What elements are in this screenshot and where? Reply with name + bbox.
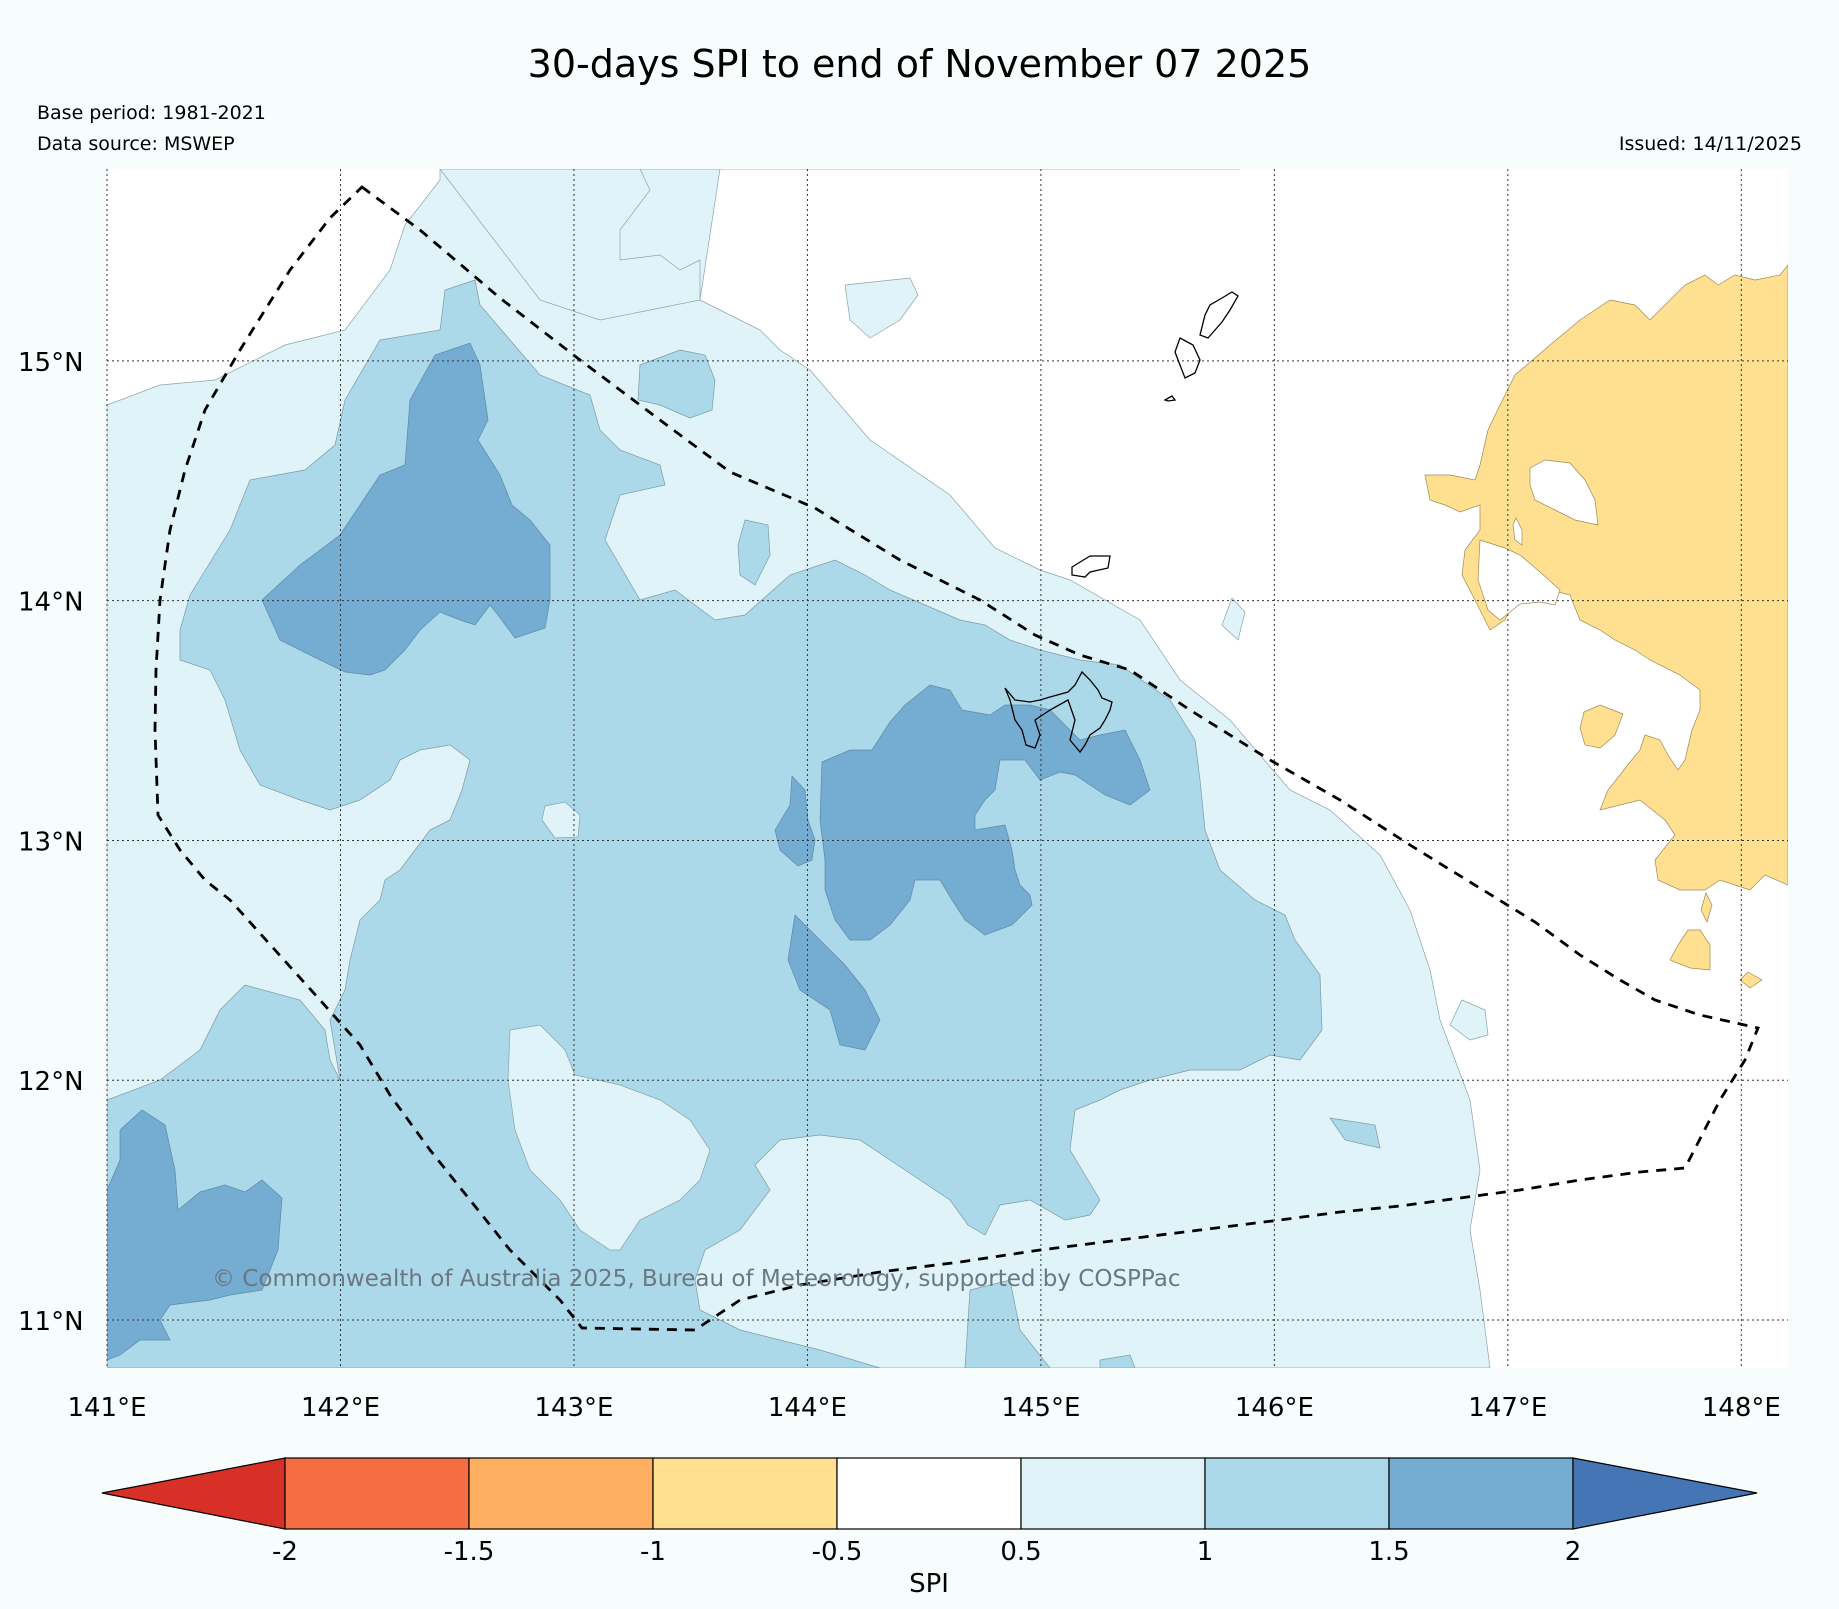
slightly-wet-patch bbox=[1221, 597, 1246, 641]
latitude-label: 15°N bbox=[18, 348, 84, 378]
colorbar-tick-label: -0.5 bbox=[812, 1537, 863, 1567]
latitude-label: 14°N bbox=[18, 588, 84, 618]
latitude-label: 12°N bbox=[18, 1067, 84, 1097]
colorbar-ticks: -2 -1.5 -1 -0.5 0.5 1 1.5 2 bbox=[272, 1537, 1581, 1567]
colorbar-tick-label: -2 bbox=[272, 1537, 298, 1567]
slightly-wet-patch bbox=[844, 277, 919, 339]
graticule bbox=[106, 169, 1788, 1368]
slightly-dry-patch bbox=[1579, 704, 1624, 749]
colorbar-tick-label: -1.5 bbox=[444, 1537, 495, 1567]
slightly-dry-patch bbox=[1700, 892, 1713, 923]
slightly-dry-patch bbox=[1669, 929, 1711, 971]
issued-date: Issued: 14/11/2025 bbox=[1618, 133, 1802, 155]
colorbar-tick-label: -1 bbox=[640, 1537, 666, 1567]
colorbar-tick-label: 0.5 bbox=[1000, 1537, 1041, 1567]
longitude-label: 144°E bbox=[768, 1393, 847, 1423]
map-title: 30-days SPI to end of November 07 2025 bbox=[527, 42, 1312, 86]
tinian-island bbox=[1174, 337, 1201, 379]
longitude-label: 143°E bbox=[534, 1393, 613, 1423]
latitude-label: 13°N bbox=[18, 827, 84, 857]
colorbar-moderately-dry bbox=[468, 1457, 654, 1530]
latitude-labels: 15°N 14°N 13°N 12°N 11°N bbox=[18, 348, 84, 1337]
very-wet-patch bbox=[774, 775, 816, 867]
slightly-dry-patch bbox=[1739, 971, 1763, 989]
data-source-note: Data source: MSWEP bbox=[37, 133, 235, 155]
colorbar-moderately-wet bbox=[1204, 1457, 1390, 1530]
moderately-wet-patch bbox=[1329, 1117, 1381, 1149]
longitude-label: 141°E bbox=[67, 1393, 146, 1423]
very-wet-area bbox=[107, 1109, 283, 1361]
colorbar-slightly-wet bbox=[1020, 1457, 1206, 1530]
colorbar-tick-label: 2 bbox=[1565, 1537, 1582, 1567]
slightly-dry-area bbox=[1424, 264, 1788, 891]
slightly-wet-hole bbox=[541, 801, 581, 839]
very-wet-patch bbox=[787, 914, 881, 1051]
saipan-island bbox=[1199, 291, 1239, 339]
colorbar-very-dry bbox=[284, 1457, 470, 1530]
moderately-wet-patch bbox=[737, 519, 771, 586]
guam-island bbox=[1004, 670, 1113, 754]
longitude-label: 148°E bbox=[1702, 1393, 1781, 1423]
moderately-wet-patch bbox=[964, 1279, 1051, 1368]
spi-colorbar: -2 -1.5 -1 -0.5 0.5 1 1.5 2 SPI bbox=[101, 1457, 1758, 1599]
moderately-wet-patch bbox=[637, 349, 716, 419]
longitude-label: 145°E bbox=[1001, 1393, 1080, 1423]
rota-island bbox=[1071, 555, 1111, 578]
very-wet-area bbox=[819, 684, 1151, 941]
slightly-wet-north bbox=[439, 169, 701, 321]
longitude-label: 147°E bbox=[1468, 1393, 1547, 1423]
colorbar-extreme-dry-arrow bbox=[101, 1457, 286, 1530]
longitude-label: 142°E bbox=[301, 1393, 380, 1423]
moderately-wet-patch bbox=[1099, 1354, 1136, 1368]
eez-boundary bbox=[153, 185, 1760, 1332]
latitude-label: 11°N bbox=[18, 1307, 84, 1337]
slightly-wet-hole bbox=[507, 1024, 711, 1251]
normal-hole bbox=[1477, 539, 1561, 621]
colorbar-tick-label: 1.5 bbox=[1368, 1537, 1409, 1567]
longitude-labels: 141°E 142°E 143°E 144°E 145°E 146°E 147°E 148°E bbox=[67, 1393, 1780, 1423]
normal-hole bbox=[1512, 517, 1523, 546]
spi-contours bbox=[107, 169, 1788, 1368]
colorbar-near-normal bbox=[836, 1457, 1022, 1530]
colorbar-label: SPI bbox=[909, 1569, 949, 1599]
colorbar-extreme-wet-arrow bbox=[1572, 1457, 1758, 1530]
slightly-wet-patch bbox=[1449, 999, 1489, 1041]
copyright-notice: © Commonwealth of Australia 2025, Bureau… bbox=[212, 1266, 1181, 1292]
island-outlines bbox=[1004, 291, 1239, 754]
very-wet-area bbox=[261, 342, 551, 676]
longitude-label: 146°E bbox=[1235, 1393, 1314, 1423]
base-period-note: Base period: 1981-2021 bbox=[37, 102, 266, 124]
colorbar-very-wet bbox=[1388, 1457, 1574, 1530]
aguijan-island bbox=[1163, 395, 1177, 402]
colorbar-slightly-dry bbox=[652, 1457, 838, 1530]
normal-hole bbox=[1529, 459, 1599, 526]
colorbar-tick-label: 1 bbox=[1197, 1537, 1214, 1567]
